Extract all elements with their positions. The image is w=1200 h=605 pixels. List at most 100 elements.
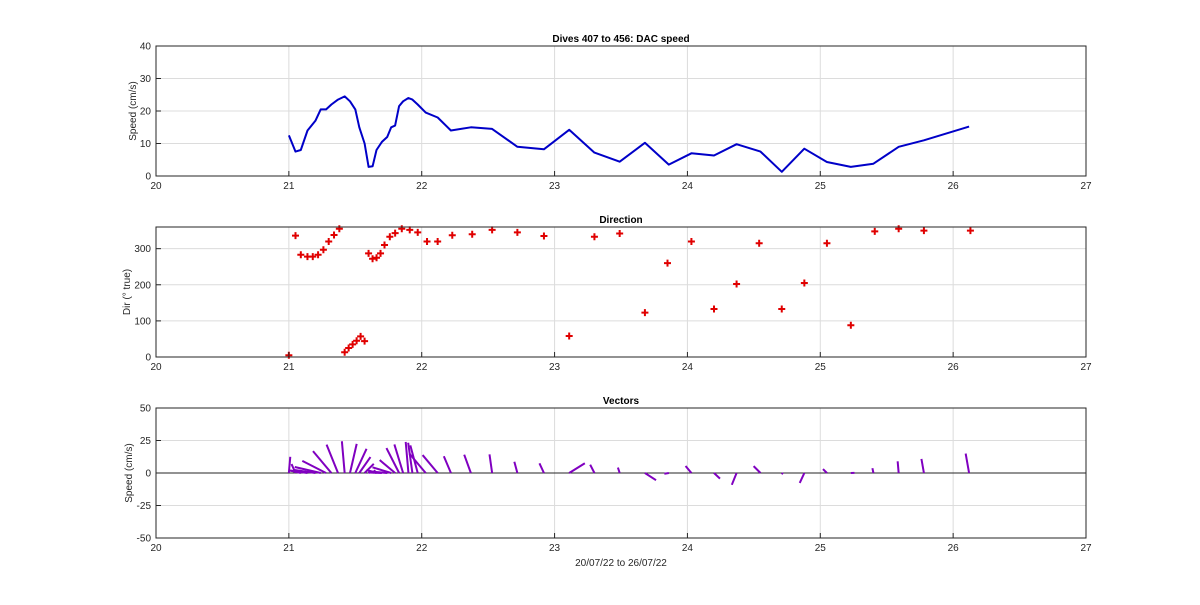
vectors-y-tick-label: 0 [145,469,151,480]
vector-stick [644,472,657,482]
direction-panel: 20 21 22 23 24 25 26 27 0 100 200 300 Direction Dir… [122,215,1092,373]
direction-point [319,246,327,254]
vector-stick [664,472,670,475]
speed-y-axis-label: Speed (cm/s) [128,81,139,140]
vector-stick [920,458,925,474]
vector-stick [393,444,405,474]
vectors-y-tick-label: -25 [137,501,152,512]
vector-stick [371,470,388,474]
direction-point [365,249,373,257]
direction-point [341,348,349,356]
direction-point [755,239,763,247]
direction-point [361,337,369,345]
vectors-panel: 20 21 22 23 24 25 26 27 -50 -25 0 25 50 Vectors Spee… [124,396,1092,569]
vectors-y-tick-label: 50 [140,404,152,415]
vector-stick [616,467,621,474]
vector-stick [287,456,292,474]
vector-stick [568,462,586,474]
direction-point [733,280,741,288]
direction-point [381,241,389,249]
vector-stick [407,442,414,474]
speed-x-tick-label: 22 [416,181,428,192]
direction-point [641,309,649,317]
vector-stick [442,455,452,474]
vectors-x-axis-label: 20/07/22 to 26/07/22 [575,558,667,569]
speed-x-tick-label: 23 [549,181,561,192]
speed-line [287,95,970,173]
vectors-x-tick-label: 21 [283,543,295,554]
direction-x-tick-label: 26 [948,362,960,373]
vector-stick [301,460,327,474]
vectors-chart-title: Vectors [603,396,640,407]
vector-stick [513,461,519,474]
direction-y-tick-label: 300 [134,244,151,255]
vectors-x-tick-label: 25 [815,543,827,554]
direction-point [966,227,974,235]
direction-point [386,233,394,241]
speed-x-tick-label: 24 [682,181,694,192]
direction-point [325,237,333,245]
direction-point [687,237,695,245]
direction-point [423,237,431,245]
direction-point [823,239,831,247]
vectors-x-tick-label: 27 [1080,543,1092,554]
vector-stick [354,448,368,474]
vectors-x-tick-label: 24 [682,543,694,554]
vector-stick [896,461,900,474]
direction-x-tick-label: 27 [1080,362,1092,373]
direction-point [664,259,671,267]
direction-point [406,226,414,234]
vector-stick [363,463,375,474]
speed-y-tick-label: 0 [145,172,151,183]
speed-panel: 20 21 22 23 24 25 26 27 0 10 20 30 40 Dives 407 to 4… [128,34,1092,192]
speed-y-tick-label: 10 [140,139,152,150]
vector-stick [752,465,762,474]
direction-point [357,332,365,340]
vectors-x-tick-label: 22 [416,543,428,554]
speed-y-tick-label: 20 [140,107,152,118]
vector-stick [713,472,721,480]
direction-point [377,249,385,257]
direction-point [314,251,322,259]
speed-x-tick-label: 27 [1080,181,1092,192]
vectors-y-tick-label: -50 [137,534,152,545]
speed-x-tick-label: 20 [150,181,162,192]
vector-stick [404,441,410,474]
direction-point [434,237,442,245]
vector-stick [325,444,339,474]
vector-stick [781,472,784,475]
vector-stick [294,466,321,474]
direction-point [590,233,598,241]
vector-stick [408,452,427,474]
vectors-x-tick-label: 20 [150,543,162,554]
direction-point [292,232,299,240]
vectors-x-tick-label: 26 [948,543,960,554]
speed-chart-title: Dives 407 to 456: DAC speed [552,34,689,45]
direction-point [847,321,855,329]
vector-stick [798,472,806,484]
direction-point [920,227,928,235]
direction-point [871,227,879,235]
direction-point [373,254,381,262]
direction-x-tick-label: 25 [815,362,827,373]
direction-point [309,253,317,261]
direction-point [468,230,476,238]
direction-x-tick-label: 22 [416,362,428,373]
direction-point [335,225,343,233]
vector-stick [463,454,472,474]
vector-stick [964,453,971,474]
vector-stick [340,441,346,474]
direction-point [330,231,338,239]
direction-point [345,344,353,352]
direction-point [369,255,377,263]
direction-axes-frame [155,226,1087,358]
vector-stick [358,456,372,474]
direction-x-tick-label: 21 [283,362,295,373]
direction-point [297,251,305,259]
direction-point [513,228,521,236]
vectors-x-tick-label: 23 [549,543,561,554]
direction-chart-title: Direction [599,215,642,226]
direction-point [895,225,903,233]
direction-point [800,279,808,287]
